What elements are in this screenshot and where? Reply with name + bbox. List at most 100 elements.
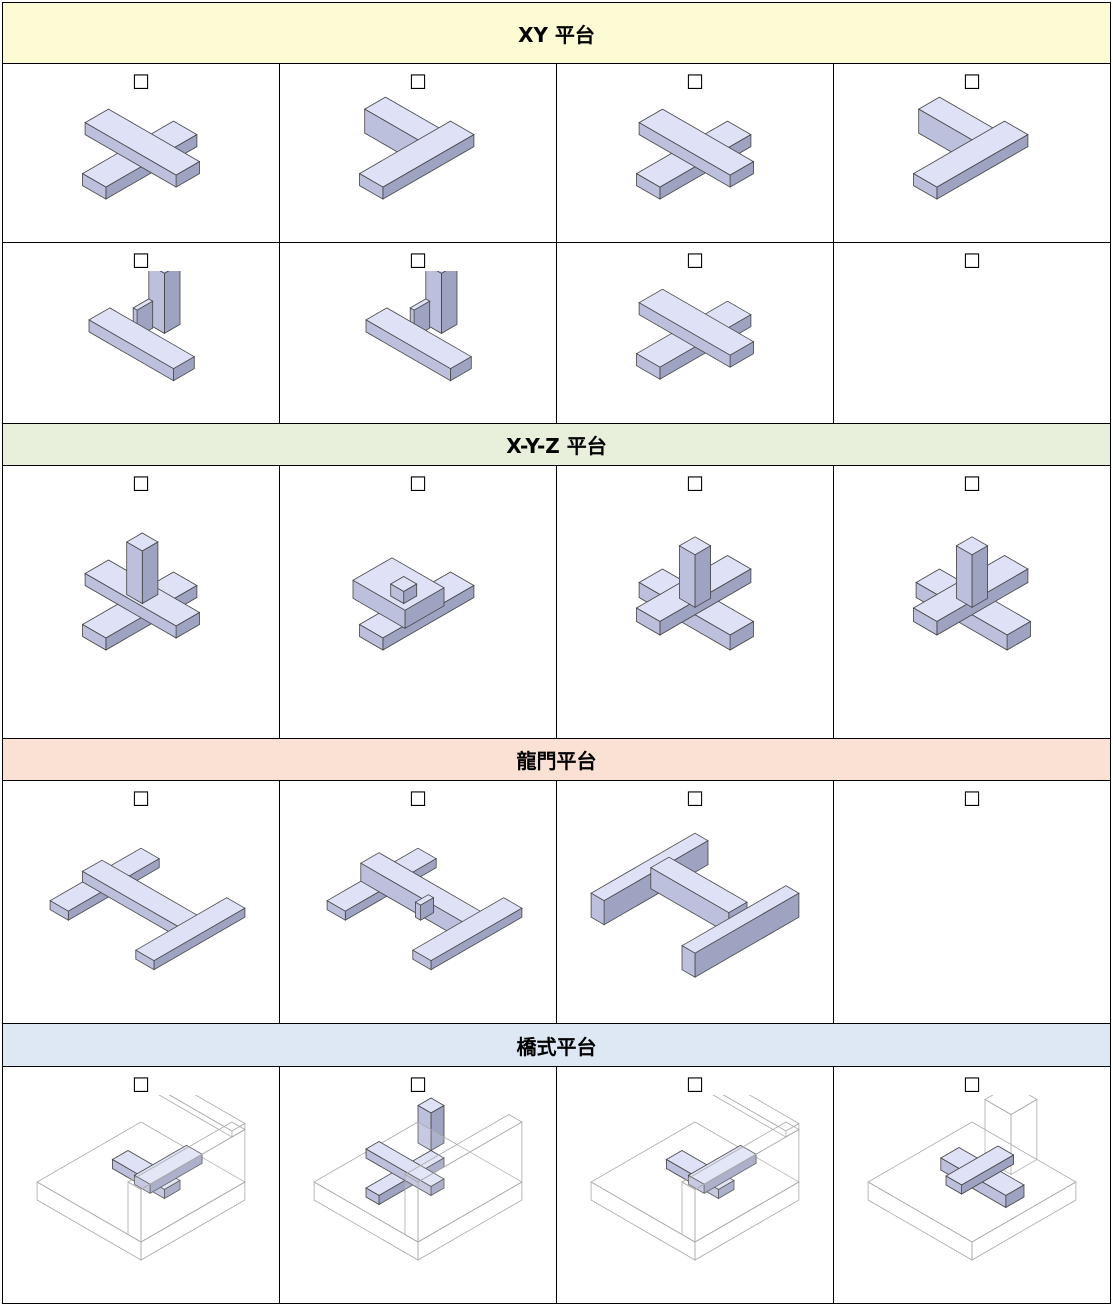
block-face: [638, 302, 731, 368]
checkbox: ☐: [132, 70, 150, 94]
block-face: [126, 541, 143, 605]
block-face: [359, 623, 384, 651]
cell: ☐: [279, 780, 557, 1024]
cell: ☐: [279, 1066, 557, 1304]
block-face: [326, 900, 346, 921]
block-face: [390, 583, 405, 605]
block-face: [365, 319, 451, 382]
block-face: [650, 867, 730, 935]
block-face: [440, 271, 458, 335]
block-face: [359, 172, 384, 200]
block-face: [82, 172, 107, 200]
checkbox: ☐: [132, 472, 150, 496]
checkbox: ☐: [132, 787, 150, 811]
checkbox: ☐: [686, 472, 704, 496]
image-row: ☐ ☐ ☐ ☐: [2, 242, 1111, 424]
block-face: [163, 271, 181, 335]
cell: ☐: [833, 1066, 1111, 1304]
cell: ☐: [279, 63, 557, 243]
stage-image: [88, 271, 196, 382]
wire-face: [867, 1181, 973, 1261]
section-row: XY 平台: [2, 2, 1111, 64]
stage-image: [635, 108, 755, 200]
checkbox: ☐: [409, 472, 427, 496]
cell: ☐: [833, 780, 1111, 1024]
checkbox: ☐: [963, 70, 981, 94]
block-face: [636, 353, 661, 380]
block-face: [638, 121, 731, 188]
checkbox: ☐: [409, 70, 427, 94]
stage-image: [81, 532, 201, 651]
wire-face: [127, 1181, 142, 1243]
block-face: [412, 949, 432, 971]
wire-face: [712, 1095, 787, 1138]
checkbox: ☐: [686, 1073, 704, 1097]
cell: ☐: [2, 465, 280, 739]
block-face: [84, 121, 177, 188]
block-face: [365, 1187, 380, 1206]
block-face: [681, 945, 696, 978]
stage-image: [867, 1095, 1077, 1261]
block-face: [590, 892, 605, 926]
block-face: [352, 579, 406, 629]
stage-image: [912, 96, 1029, 200]
checkbox: ☐: [963, 787, 981, 811]
block-face: [913, 607, 938, 636]
cell: ☐: [2, 780, 280, 1024]
section-title: 龍門平台: [2, 738, 1111, 781]
stage-image: [590, 1095, 800, 1261]
stage-image: [365, 271, 473, 382]
wire-face: [158, 1095, 233, 1138]
section-row: 橋式平台: [2, 1023, 1111, 1067]
cell: ☐: [833, 465, 1111, 739]
block-face: [956, 545, 973, 608]
block-face: [636, 172, 661, 200]
checkbox: ☐: [686, 70, 704, 94]
checkbox: ☐: [409, 1073, 427, 1097]
block-face: [49, 900, 69, 921]
block-face: [365, 1148, 432, 1197]
section-title: 橋式平台: [2, 1023, 1111, 1067]
cell: ☐: [2, 1066, 280, 1304]
stage-image: [352, 557, 475, 651]
stage-image: [635, 536, 755, 651]
checkbox: ☐: [409, 787, 427, 811]
image-row: ☐ ☐ ☐ ☐: [2, 1066, 1111, 1304]
section-row: 龍門平台: [2, 738, 1111, 781]
stage-image: [81, 108, 201, 200]
checkbox: ☐: [963, 249, 981, 273]
block-face: [679, 545, 696, 608]
stage-image: [36, 1095, 246, 1261]
checkbox: ☐: [132, 1073, 150, 1097]
block-face: [141, 541, 159, 605]
checkbox: ☐: [963, 1073, 981, 1097]
cell: ☐: [556, 63, 834, 243]
section-title: XY 平台: [2, 2, 1111, 64]
block-face: [415, 901, 422, 921]
wire-face: [681, 1181, 696, 1243]
wire-face: [404, 1173, 419, 1243]
checkbox: ☐: [963, 472, 981, 496]
stage-image: [635, 288, 755, 380]
block-face: [82, 623, 107, 651]
stage-image: [326, 847, 523, 971]
image-row: ☐ ☐ ☐ ☐: [2, 780, 1111, 1024]
stage-image: [49, 847, 246, 971]
block-face: [135, 949, 155, 971]
cell: ☐: [833, 63, 1111, 243]
block-face: [636, 607, 661, 636]
cell: ☐: [279, 242, 557, 424]
cell: ☐: [556, 1066, 834, 1304]
stage-image: [313, 1097, 523, 1261]
checkbox: ☐: [132, 249, 150, 273]
cell: ☐: [833, 242, 1111, 424]
block-face: [88, 319, 174, 382]
cell: ☐: [556, 242, 834, 424]
cell: ☐: [2, 63, 280, 243]
block-face: [84, 572, 177, 639]
checkbox: ☐: [409, 249, 427, 273]
image-row: ☐ ☐ ☐ ☐: [2, 465, 1111, 739]
section-title: X-Y-Z 平台: [2, 423, 1111, 466]
stage-image: [912, 536, 1032, 651]
